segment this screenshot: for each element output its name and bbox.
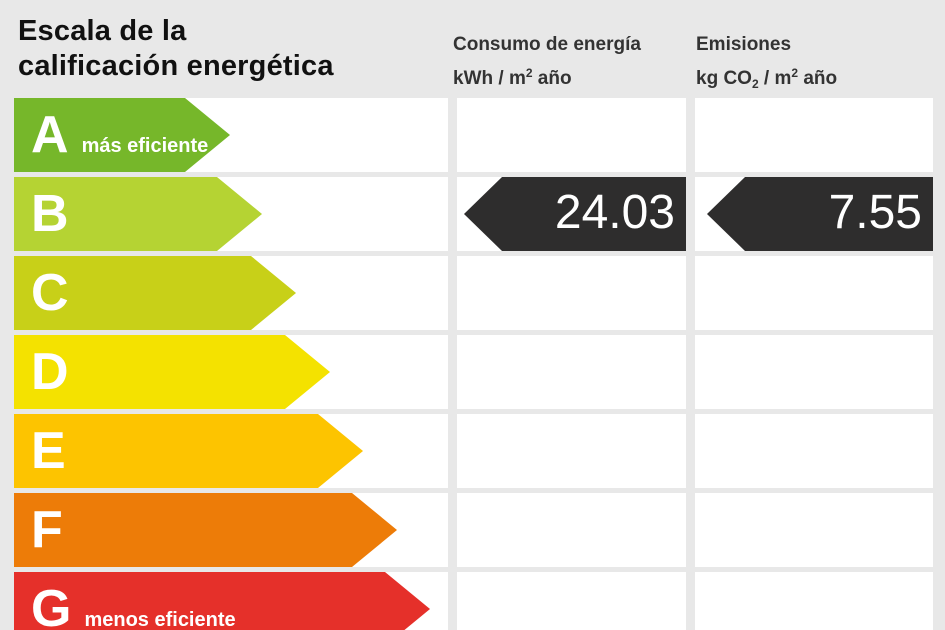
column-header-emisiones: Emisiones kg CO2 / m2 año (696, 31, 837, 98)
grade-bar-c: C (14, 256, 296, 330)
emisiones-cell (695, 98, 933, 172)
least-efficient-label: menos eficiente (84, 609, 236, 630)
consumo-cell (457, 493, 686, 567)
emisiones-cell (695, 572, 933, 630)
most-efficient-label: más eficiente (81, 135, 209, 157)
consumo-value: 24.03 (554, 186, 675, 239)
grade-bar-b: B (14, 177, 262, 251)
consumo-header-unit: kWh / m2 año (453, 66, 572, 89)
emisiones-value: 7.55 (828, 186, 922, 239)
column-header-consumo: Consumo de energía kWh / m2 año (453, 31, 641, 93)
page-title: Escala de la calificación energética (18, 14, 334, 84)
scale-row-b: 24.03 7.55 B (0, 177, 945, 251)
emisiones-cell (695, 414, 933, 488)
consumo-cell (457, 414, 686, 488)
scale-row-d: D (0, 335, 945, 409)
grade-letter: G (31, 580, 72, 630)
emisiones-cell (695, 256, 933, 330)
scale-row-c: C (0, 256, 945, 330)
consumo-cell (457, 256, 686, 330)
scale-row-f: F (0, 493, 945, 567)
consumo-cell (457, 98, 686, 172)
emisiones-cell (695, 335, 933, 409)
grade-letter: B (31, 185, 69, 243)
consumo-cell (457, 572, 686, 630)
grade-bar-e: E (14, 414, 363, 488)
page-title-line2: calificación energética (18, 50, 334, 82)
page-title-line1: Escala de la (18, 15, 187, 47)
emisiones-value-arrow: 7.55 (707, 177, 933, 251)
grade-letter: F (31, 501, 63, 559)
emisiones-cell (695, 493, 933, 567)
emisiones-cell: 7.55 (695, 177, 933, 251)
grade-letter: E (31, 422, 66, 480)
grade-bar-d: D (14, 335, 330, 409)
consumo-cell (457, 335, 686, 409)
grade-letter: C (31, 264, 69, 322)
scale-row-e: E (0, 414, 945, 488)
consumo-value-arrow: 24.03 (464, 177, 686, 251)
emisiones-header-unit: kg CO2 / m2 año (696, 66, 838, 91)
grade-letter: D (31, 343, 69, 401)
emisiones-header-name: Emisiones (696, 34, 792, 55)
grade-bar-f: F (14, 493, 397, 567)
consumo-cell: 24.03 (457, 177, 686, 251)
consumo-header-name: Consumo de energía (453, 34, 641, 55)
grade-letter: A (31, 106, 69, 164)
